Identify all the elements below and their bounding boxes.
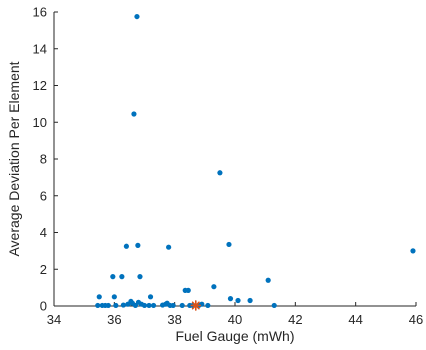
- data-point: [235, 297, 241, 304]
- data-point: [105, 302, 111, 309]
- y-axis-label: Average Deviation Per Element: [6, 61, 22, 256]
- data-point: [410, 248, 416, 254]
- y-tick-label: 4: [40, 225, 47, 240]
- data-point: [205, 302, 211, 309]
- x-tick-label: 34: [47, 312, 61, 327]
- data-point: [120, 302, 126, 308]
- data-point: [166, 244, 172, 250]
- y-tick-label: 16: [33, 5, 47, 20]
- data-point: [247, 297, 253, 304]
- data-point: [135, 242, 141, 248]
- x-tick-label: 42: [288, 312, 302, 327]
- data-point: [179, 302, 185, 309]
- data-point: [137, 274, 143, 280]
- y-tick-label: 0: [40, 299, 47, 314]
- data-point: [111, 294, 117, 300]
- data-point: [146, 302, 152, 309]
- y-tick-label: 8: [40, 152, 47, 167]
- data-point: [96, 294, 102, 300]
- x-tick-label: 46: [409, 312, 423, 327]
- y-tick-label: 6: [40, 188, 47, 203]
- data-point: [95, 302, 101, 309]
- data-point: [147, 294, 154, 300]
- data-point: [185, 287, 191, 293]
- data-point: [170, 302, 176, 309]
- data-point: [217, 170, 223, 176]
- data-point: [150, 302, 157, 309]
- data-points: [95, 13, 416, 311]
- data-point: [271, 302, 277, 309]
- data-point: [211, 284, 217, 290]
- x-tick-label: 40: [228, 312, 242, 327]
- data-point: [123, 243, 129, 249]
- data-point: [119, 274, 125, 280]
- y-tick-label: 14: [33, 41, 47, 56]
- highlight-point: [190, 300, 202, 311]
- data-point: [131, 111, 137, 117]
- data-point: [141, 302, 148, 309]
- x-axis-label: Fuel Gauge (mWh): [175, 328, 294, 344]
- data-point: [265, 277, 271, 283]
- y-tick-label: 10: [33, 115, 47, 130]
- x-tick-label: 36: [107, 312, 121, 327]
- y-tick-label: 12: [33, 78, 47, 93]
- x-tick-label: 44: [348, 312, 362, 327]
- data-point: [227, 296, 234, 302]
- data-point: [113, 302, 119, 309]
- data-point: [110, 274, 116, 280]
- y-tick-label: 2: [40, 262, 47, 277]
- data-point: [134, 13, 140, 20]
- data-point: [226, 241, 232, 248]
- x-tick-label: 38: [167, 312, 181, 327]
